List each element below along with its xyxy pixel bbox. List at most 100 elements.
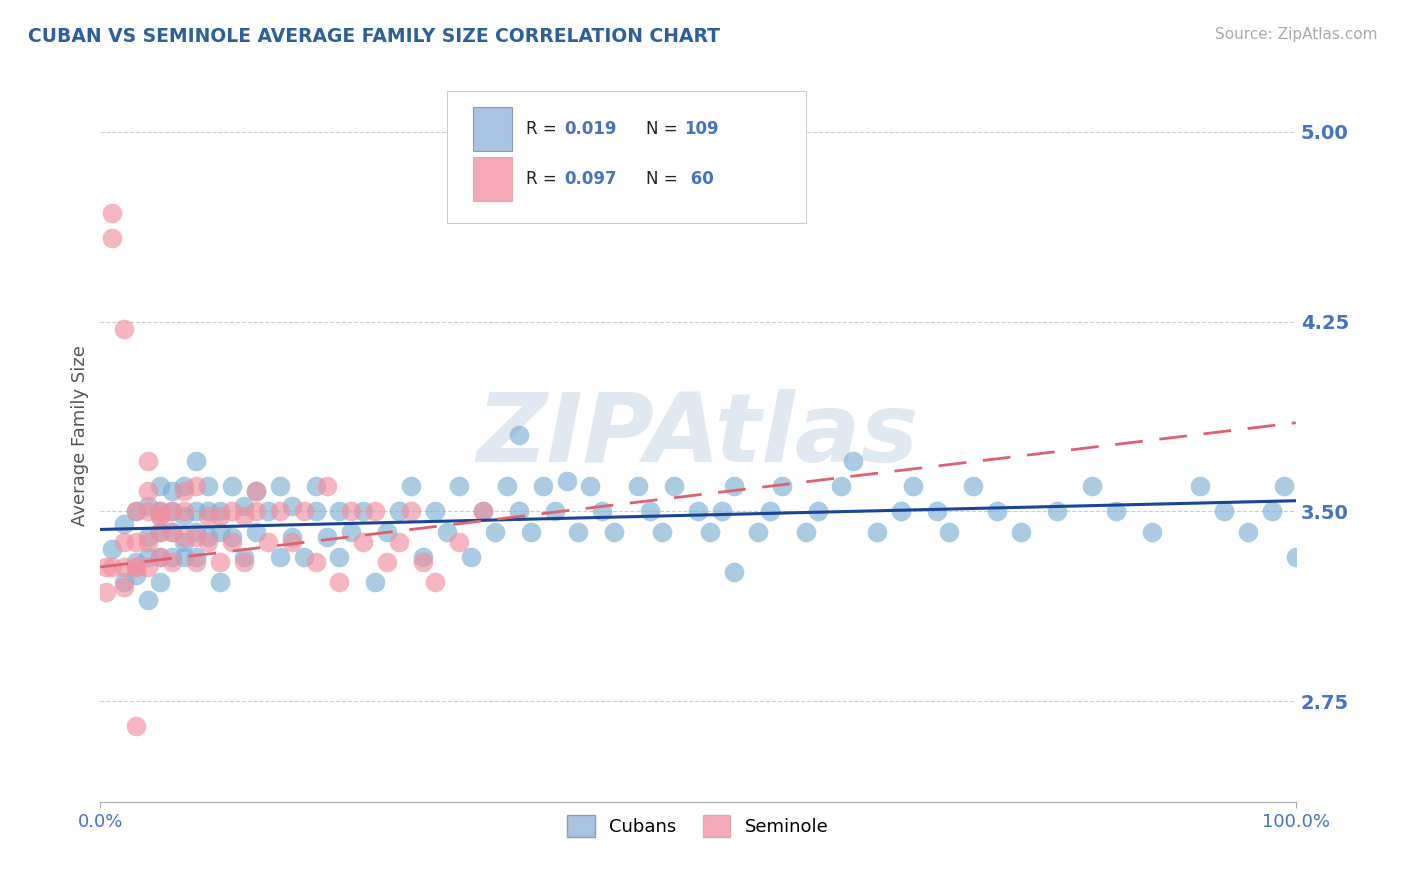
Point bbox=[412, 555, 434, 569]
Point bbox=[806, 504, 828, 518]
Point bbox=[184, 555, 207, 569]
Point bbox=[723, 479, 745, 493]
Point bbox=[125, 719, 148, 733]
Point bbox=[160, 555, 183, 569]
Point bbox=[543, 504, 565, 518]
Point bbox=[962, 479, 984, 493]
Point bbox=[112, 575, 135, 590]
Point bbox=[352, 534, 374, 549]
Point bbox=[208, 504, 231, 518]
Point bbox=[136, 530, 159, 544]
Point bbox=[269, 549, 291, 564]
Point bbox=[232, 500, 254, 514]
Text: CUBAN VS SEMINOLE AVERAGE FAMILY SIZE CORRELATION CHART: CUBAN VS SEMINOLE AVERAGE FAMILY SIZE CO… bbox=[28, 27, 720, 45]
Point bbox=[352, 504, 374, 518]
Point bbox=[388, 504, 411, 518]
Point bbox=[112, 516, 135, 531]
Point bbox=[197, 509, 219, 524]
Point bbox=[136, 504, 159, 518]
Point bbox=[112, 322, 135, 336]
Point bbox=[149, 479, 172, 493]
Point bbox=[197, 479, 219, 493]
Point bbox=[1285, 549, 1308, 564]
Point bbox=[1046, 504, 1069, 518]
Point bbox=[149, 504, 172, 518]
Point bbox=[758, 504, 780, 518]
Point bbox=[221, 530, 243, 544]
Point bbox=[245, 504, 267, 518]
Point bbox=[160, 524, 183, 539]
Point bbox=[447, 479, 470, 493]
Point bbox=[269, 504, 291, 518]
Text: N =: N = bbox=[647, 170, 683, 188]
Point bbox=[531, 479, 554, 493]
Point bbox=[136, 453, 159, 467]
Point bbox=[1261, 504, 1284, 518]
Point bbox=[567, 524, 589, 539]
Point bbox=[136, 560, 159, 574]
Point bbox=[938, 524, 960, 539]
Point bbox=[436, 524, 458, 539]
Point bbox=[484, 524, 506, 539]
Point bbox=[232, 555, 254, 569]
Point bbox=[112, 560, 135, 574]
Point bbox=[1213, 504, 1236, 518]
Point bbox=[495, 479, 517, 493]
Point bbox=[842, 453, 865, 467]
Point bbox=[197, 534, 219, 549]
Point bbox=[471, 504, 494, 518]
Point bbox=[1237, 524, 1260, 539]
Point bbox=[208, 555, 231, 569]
Point bbox=[232, 509, 254, 524]
Point bbox=[96, 585, 118, 599]
Text: R =: R = bbox=[526, 170, 562, 188]
Point bbox=[136, 500, 159, 514]
Text: Source: ZipAtlas.com: Source: ZipAtlas.com bbox=[1215, 27, 1378, 42]
Point bbox=[184, 504, 207, 518]
Point bbox=[173, 530, 195, 544]
Point bbox=[375, 524, 398, 539]
Point bbox=[340, 524, 363, 539]
Point bbox=[579, 479, 602, 493]
Point bbox=[316, 479, 339, 493]
Point bbox=[627, 479, 650, 493]
Point bbox=[1010, 524, 1032, 539]
Point bbox=[447, 534, 470, 549]
Point bbox=[173, 479, 195, 493]
Point bbox=[101, 542, 124, 557]
Point bbox=[866, 524, 889, 539]
Point bbox=[256, 504, 278, 518]
Point bbox=[460, 549, 482, 564]
Point bbox=[927, 504, 949, 518]
Point bbox=[340, 504, 363, 518]
Text: R =: R = bbox=[526, 120, 562, 137]
Point bbox=[173, 484, 195, 499]
Point bbox=[280, 530, 302, 544]
Point bbox=[304, 479, 326, 493]
Point bbox=[245, 524, 267, 539]
Point bbox=[160, 504, 183, 518]
Point bbox=[388, 534, 411, 549]
Point bbox=[890, 504, 912, 518]
Point bbox=[184, 479, 207, 493]
Point bbox=[136, 484, 159, 499]
FancyBboxPatch shape bbox=[474, 107, 512, 151]
Point bbox=[149, 509, 172, 524]
Point bbox=[316, 530, 339, 544]
Point bbox=[96, 560, 118, 574]
Point bbox=[723, 565, 745, 579]
Point bbox=[830, 479, 852, 493]
Point bbox=[794, 524, 817, 539]
Point bbox=[603, 524, 626, 539]
Point bbox=[125, 555, 148, 569]
Point bbox=[280, 500, 302, 514]
Point bbox=[125, 504, 148, 518]
Point bbox=[555, 474, 578, 488]
Point bbox=[328, 575, 350, 590]
Point bbox=[197, 504, 219, 518]
Point bbox=[256, 534, 278, 549]
Point bbox=[423, 575, 446, 590]
Point bbox=[125, 534, 148, 549]
Point bbox=[160, 504, 183, 518]
Point bbox=[591, 504, 613, 518]
